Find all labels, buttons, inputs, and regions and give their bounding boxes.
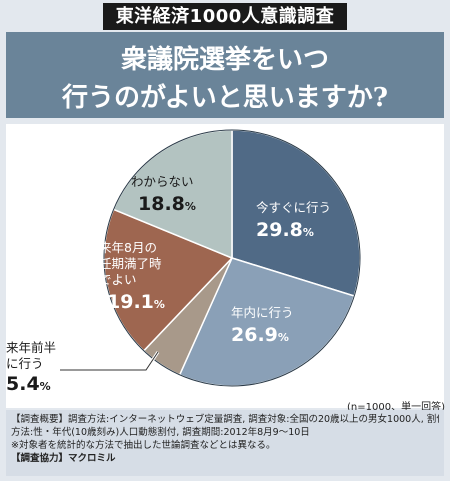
slice-label-term-end-2: 任期満了時 [99, 256, 162, 271]
chart-panel: 今すぐに行う 29.8% 年内に行う 26.9% 来年8月の 任期満了時 でよい… [6, 124, 444, 408]
slice-label-term-end-3: でよい [99, 272, 137, 287]
slice-label-early-next-year-1: 来年前半 [6, 340, 56, 355]
question-title-line-2: 行うのがよいと思いますか? [62, 83, 388, 113]
leader-line [60, 351, 160, 372]
sample-note: (n=1000、単一回答) [347, 402, 445, 413]
footer-line-3: ※対象者を統計的な方法で抽出した世論調査などとは異なる。 [11, 440, 276, 451]
slice-label-term-end-1: 来年8月の [99, 240, 157, 255]
survey-footer: 【調査概要】調査方法:インターネットウェブ定量調査, 調査対象:全国の20歳以上… [6, 410, 444, 476]
footer-line-1: 【調査概要】調査方法:インターネットウェブ定量調査, 調査対象:全国の20歳以上… [11, 414, 439, 425]
slice-value-early-next-year: 5.4% [6, 373, 51, 395]
slice-label-dont-know: わからない [131, 174, 194, 189]
survey-banner: 東洋経済1000人意識調査 [103, 3, 347, 30]
question-title-line-1: 衆議院選挙をいつ [120, 45, 329, 75]
slice-value-term-end: 19.1% [107, 291, 165, 313]
question-title-box: 衆議院選挙をいつ 行うのがよいと思いますか? [6, 32, 444, 118]
slice-value-dont-know: 18.8% [138, 193, 196, 215]
slice-value-within-year: 26.9% [231, 324, 289, 346]
pie-outline [103, 129, 361, 387]
slice-label-now: 今すぐに行う [256, 200, 331, 215]
footer-line-2: 方法:性・年代(10歳刻み)人口動態割付, 調査期間:2012年8月9〜10日 [11, 427, 310, 438]
leader-line [60, 351, 159, 371]
slice-value-now: 29.8% [256, 219, 314, 241]
slice-label-early-next-year-2: に行う [6, 356, 44, 371]
slice-label-within-year: 年内に行う [231, 305, 294, 320]
footer-line-4: 【調査協力】マクロミル [11, 453, 116, 464]
pie-chart: 今すぐに行う 29.8% 年内に行う 26.9% 来年8月の 任期満了時 でよい… [6, 129, 361, 395]
